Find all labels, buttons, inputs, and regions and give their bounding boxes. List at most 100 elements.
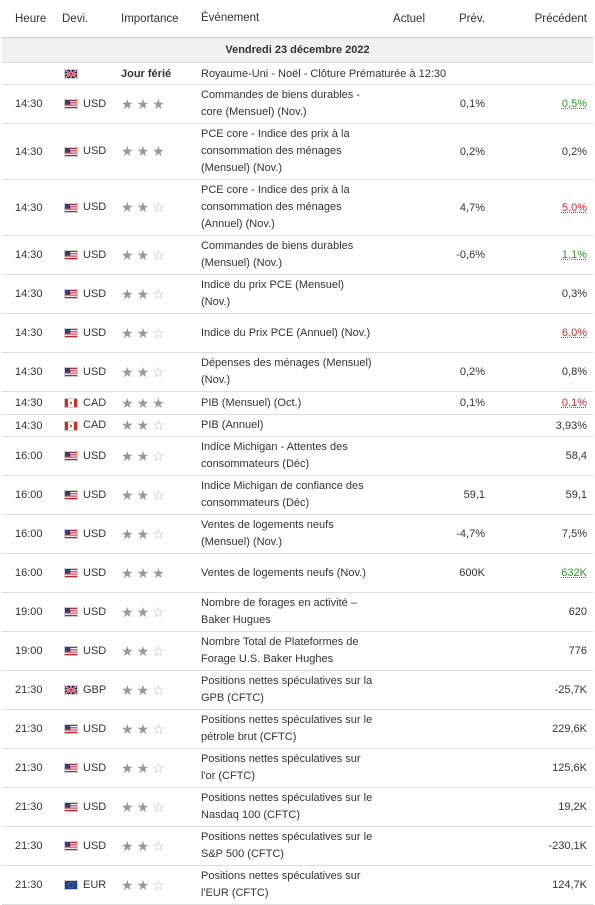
header-importance[interactable]: Importance — [121, 0, 201, 38]
event-name[interactable]: Positions nettes spéculatives sur le Nas… — [201, 787, 375, 827]
holiday-event: Royaume-Uni - Noël - Clôture Prématurée … — [201, 62, 593, 85]
header-event[interactable]: Événement — [201, 0, 375, 38]
event-currency: USD — [62, 592, 121, 632]
event-previous: 59,1 — [491, 475, 593, 515]
event-row[interactable]: 16:00 USD ★★☆ Indice Michigan - Attentes de… — [2, 436, 593, 476]
importance-stars-icon: ★★☆ — [121, 759, 168, 776]
event-name[interactable]: Ventes de logements neufs (Nov.) — [201, 553, 375, 593]
event-row[interactable]: 19:00 USD ★★☆ Nombre Total de Plateformes d… — [2, 631, 593, 671]
event-name[interactable]: Positions nettes spéculatives sur l'EUR … — [201, 865, 375, 905]
event-importance: ★★☆ — [121, 709, 201, 749]
event-name[interactable]: Indice Michigan de confiance des consomm… — [201, 475, 375, 515]
importance-stars-icon: ★★★ — [121, 564, 168, 581]
importance-stars-icon: ★★☆ — [121, 246, 168, 263]
event-row[interactable]: 14:30 USD ★★☆ Dépenses des ménages (Mensuel… — [2, 352, 593, 392]
event-previous: 0,5% — [491, 84, 593, 124]
event-currency: USD — [62, 748, 121, 788]
event-row[interactable]: 16:00 USD ★★☆ Ventes de logements neufs (Me… — [2, 514, 593, 554]
event-name[interactable]: Positions nettes spéculatives sur le pét… — [201, 709, 375, 749]
event-row[interactable]: 21:30 USD ★★☆ Positions nettes spéculatives… — [2, 709, 593, 749]
currency-code: USD — [83, 645, 107, 658]
event-currency: USD — [62, 475, 121, 515]
header-forecast[interactable]: Prév. — [431, 0, 491, 38]
event-name[interactable]: Positions nettes spéculatives sur le S&P… — [201, 826, 375, 866]
event-row[interactable]: 14:30 CAD ★★☆ PIB (Annuel) 3,93% — [2, 414, 593, 437]
event-name[interactable]: Positions nettes spéculatives sur l'or (… — [201, 748, 375, 788]
event-time: 16:00 — [2, 553, 62, 593]
event-row[interactable]: 14:30 USD ★★☆ Commandes de biens durables (… — [2, 235, 593, 275]
event-row[interactable]: 14:30 USD ★★☆ Indice du Prix PCE (Annuel) (… — [2, 313, 593, 353]
event-actual — [375, 235, 431, 275]
event-importance: ★★☆ — [121, 865, 201, 905]
event-currency: USD — [62, 313, 121, 353]
event-name[interactable]: Indice du prix PCE (Mensuel) (Nov.) — [201, 274, 375, 314]
event-time: 14:30 — [2, 123, 62, 180]
event-row[interactable]: 21:30 GBP ★★☆ Positions nettes spéculatives… — [2, 670, 593, 710]
event-row[interactable]: 14:30 USD ★★☆ Indice du prix PCE (Mensuel) … — [2, 274, 593, 314]
currency-code: USD — [83, 489, 107, 502]
event-row[interactable]: 21:30 EUR ★★☆ Positions nettes spéculatives… — [2, 865, 593, 905]
event-name[interactable]: PCE core - Indice des prix à la consomma… — [201, 123, 375, 180]
header-currency[interactable]: Devi. — [62, 0, 121, 38]
event-forecast: 0,1% — [431, 84, 491, 124]
flag-us-icon — [64, 724, 78, 735]
importance-stars-icon: ★★☆ — [121, 798, 168, 815]
event-row[interactable]: 14:30 USD ★★☆ PCE core - Indice des prix à … — [2, 179, 593, 236]
event-row[interactable]: 14:30 CAD ★★★ PIB (Mensuel) (Oct.) 0,1% 0,1% — [2, 391, 593, 415]
event-name[interactable]: Nombre de forages en activité – Baker Hu… — [201, 592, 375, 632]
flag-us-icon — [64, 250, 78, 261]
event-actual — [375, 865, 431, 905]
event-importance: ★★☆ — [121, 826, 201, 866]
previous-value: 0,3% — [561, 288, 587, 300]
header-actual[interactable]: Actuel — [375, 0, 431, 38]
event-row[interactable]: 19:00 USD ★★☆ Nombre de forages en activité… — [2, 592, 593, 632]
event-name[interactable]: Indice Michigan - Attentes des consommat… — [201, 436, 375, 476]
currency-code: GBP — [83, 684, 107, 697]
event-actual — [375, 274, 431, 314]
event-name[interactable]: Commandes de biens durables - core (Mens… — [201, 84, 375, 124]
event-importance: ★★☆ — [121, 787, 201, 827]
event-currency: EUR — [62, 865, 121, 905]
event-name[interactable]: Commandes de biens durables (Mensuel) (N… — [201, 235, 375, 275]
event-name[interactable]: Indice du Prix PCE (Annuel) (Nov.) — [201, 313, 375, 353]
event-row[interactable]: 21:30 USD ★★☆ Positions nettes spéculatives… — [2, 787, 593, 827]
previous-value: 0,8% — [561, 366, 587, 378]
event-actual — [375, 84, 431, 124]
event-time: 14:30 — [2, 179, 62, 236]
flag-us-icon — [64, 202, 78, 213]
event-time: 14:30 — [2, 352, 62, 392]
event-forecast — [431, 436, 491, 476]
event-previous: 124,7K — [491, 865, 593, 905]
event-name[interactable]: Dépenses des ménages (Mensuel) (Nov.) — [201, 352, 375, 392]
event-row[interactable]: 14:30 USD ★★★ Commandes de biens durables -… — [2, 84, 593, 124]
importance-stars-icon: ★★☆ — [121, 486, 168, 503]
event-row[interactable]: 16:00 USD ★★★ Ventes de logements neufs (No… — [2, 553, 593, 593]
event-name[interactable]: PIB (Mensuel) (Oct.) — [201, 391, 375, 415]
flag-us-icon — [64, 802, 78, 813]
event-row[interactable]: 14:30 USD ★★★ PCE core - Indice des prix à … — [2, 123, 593, 180]
header-previous[interactable]: Précédent — [491, 0, 593, 38]
event-row[interactable]: 16:00 USD ★★☆ Indice Michigan de confiance … — [2, 475, 593, 515]
currency-code: USD — [83, 723, 107, 736]
previous-value: 3,93% — [555, 419, 587, 432]
event-importance: ★★☆ — [121, 414, 201, 437]
flag-us-icon — [64, 763, 78, 774]
event-row[interactable]: 21:30 USD ★★☆ Positions nettes spéculatives… — [2, 748, 593, 788]
header-time[interactable]: Heure — [2, 0, 62, 38]
event-actual — [375, 179, 431, 236]
event-currency: GBP — [62, 670, 121, 710]
event-importance: ★★☆ — [121, 436, 201, 476]
previous-value: 124,7K — [552, 879, 587, 891]
event-time: 14:30 — [2, 235, 62, 275]
event-name[interactable]: PCE core - Indice des prix à la consomma… — [201, 179, 375, 236]
event-importance: ★★★ — [121, 553, 201, 593]
event-name[interactable]: PIB (Annuel) — [201, 414, 375, 437]
event-name[interactable]: Positions nettes spéculatives sur la GPB… — [201, 670, 375, 710]
event-time: 19:00 — [2, 631, 62, 671]
importance-stars-icon: ★★☆ — [121, 324, 168, 341]
event-time: 16:00 — [2, 436, 62, 476]
event-row[interactable]: 21:30 USD ★★☆ Positions nettes spéculatives… — [2, 826, 593, 866]
event-name[interactable]: Nombre Total de Plateformes de Forage U.… — [201, 631, 375, 671]
currency-code: USD — [83, 327, 107, 340]
event-name[interactable]: Ventes de logements neufs (Mensuel) (Nov… — [201, 514, 375, 554]
